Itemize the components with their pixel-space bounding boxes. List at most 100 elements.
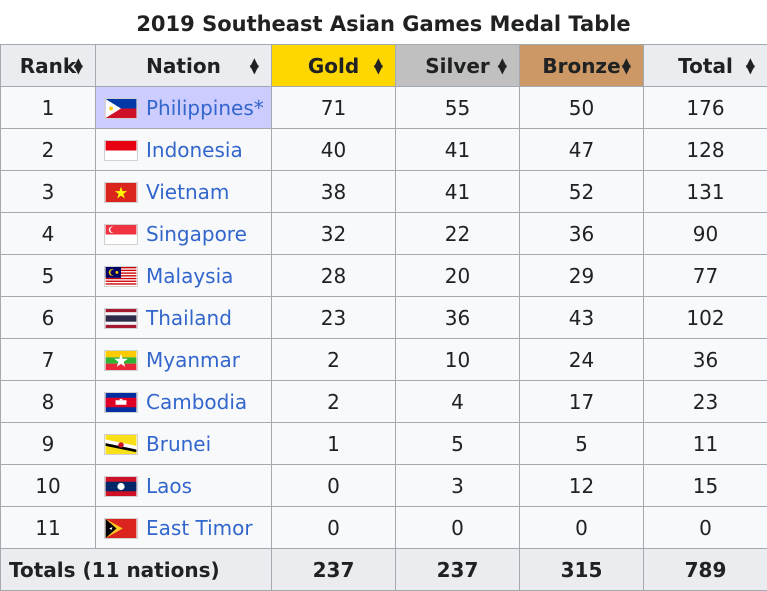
- nation-cell: Brunei: [96, 423, 272, 465]
- sort-icon[interactable]: ▲▼: [746, 59, 755, 73]
- laos-flag-icon[interactable]: [104, 476, 138, 497]
- nation-link[interactable]: East Timor: [146, 516, 253, 540]
- bronze-cell: 12: [520, 465, 644, 507]
- vietnam-flag-icon[interactable]: [104, 182, 138, 203]
- silver-cell: 22: [396, 213, 520, 255]
- bronze-cell: 5: [520, 423, 644, 465]
- gold-cell: 28: [272, 255, 396, 297]
- nation-link[interactable]: Myanmar: [146, 348, 240, 372]
- nation-link[interactable]: Singapore: [146, 222, 247, 246]
- silver-cell: 36: [396, 297, 520, 339]
- total-cell: 131: [644, 171, 767, 213]
- total-cell: 90: [644, 213, 767, 255]
- bronze-cell: 47: [520, 129, 644, 171]
- bronze-cell: 50: [520, 87, 644, 129]
- gold-cell: 2: [272, 381, 396, 423]
- singapore-flag-icon[interactable]: [104, 224, 138, 245]
- gold-cell: 0: [272, 465, 396, 507]
- totals-gold: 237: [272, 549, 396, 591]
- total-cell: 0: [644, 507, 767, 549]
- totals-label: Totals (11 nations): [1, 549, 272, 591]
- bronze-cell: 29: [520, 255, 644, 297]
- rank-cell: 10: [1, 465, 96, 507]
- nation-cell: Indonesia: [96, 129, 272, 171]
- rank-cell: 9: [1, 423, 96, 465]
- nation-cell: Vietnam: [96, 171, 272, 213]
- bronze-cell: 17: [520, 381, 644, 423]
- bronze-cell: 43: [520, 297, 644, 339]
- rank-cell: 7: [1, 339, 96, 381]
- total-cell: 77: [644, 255, 767, 297]
- philippines-flag-icon[interactable]: [104, 98, 138, 119]
- rank-cell: 2: [1, 129, 96, 171]
- totals-silver: 237: [396, 549, 520, 591]
- bronze-cell: 52: [520, 171, 644, 213]
- east-timor-flag-icon[interactable]: [104, 518, 138, 539]
- nation-link[interactable]: Malaysia: [146, 264, 233, 288]
- column-header-label: Nation: [146, 54, 221, 78]
- sort-icon[interactable]: ▲▼: [250, 59, 259, 73]
- totals-total: 789: [644, 549, 767, 591]
- sort-icon[interactable]: ▲▼: [498, 59, 507, 73]
- nation-cell: East Timor: [96, 507, 272, 549]
- rank-cell: 5: [1, 255, 96, 297]
- nation-link[interactable]: Indonesia: [146, 138, 243, 162]
- malaysia-flag-icon[interactable]: [104, 266, 138, 287]
- column-header-total[interactable]: Total ▲▼: [644, 45, 767, 87]
- nation-link[interactable]: Brunei: [146, 432, 211, 456]
- gold-cell: 40: [272, 129, 396, 171]
- nation-cell: Cambodia: [96, 381, 272, 423]
- total-cell: 176: [644, 87, 767, 129]
- total-cell: 102: [644, 297, 767, 339]
- gold-cell: 1: [272, 423, 396, 465]
- rank-cell: 4: [1, 213, 96, 255]
- silver-cell: 0: [396, 507, 520, 549]
- nation-link[interactable]: Philippines*: [146, 96, 264, 120]
- sort-icon[interactable]: ▲▼: [74, 59, 83, 73]
- nation-cell: Singapore: [96, 213, 272, 255]
- silver-cell: 41: [396, 129, 520, 171]
- brunei-flag-icon[interactable]: [104, 434, 138, 455]
- thailand-flag-icon[interactable]: [104, 308, 138, 329]
- total-cell: 128: [644, 129, 767, 171]
- gold-cell: 23: [272, 297, 396, 339]
- indonesia-flag-icon[interactable]: [104, 140, 138, 161]
- nation-link[interactable]: Vietnam: [146, 180, 229, 204]
- column-header-gold[interactable]: Gold▲▼: [272, 45, 396, 87]
- medal-table: Rank▲▼ Nation▲▼ Gold▲▼ Silver▲▼ Bronze▲▼…: [0, 44, 767, 591]
- column-header-bronze[interactable]: Bronze▲▼: [520, 45, 644, 87]
- gold-cell: 32: [272, 213, 396, 255]
- bronze-cell: 0: [520, 507, 644, 549]
- total-cell: 36: [644, 339, 767, 381]
- rank-cell: 1: [1, 87, 96, 129]
- column-header-silver[interactable]: Silver▲▼: [396, 45, 520, 87]
- nation-link[interactable]: Thailand: [146, 306, 232, 330]
- column-header-label: Total: [678, 54, 733, 78]
- column-header-nation[interactable]: Nation ▲▼: [96, 45, 272, 87]
- sort-icon[interactable]: ▲▼: [374, 59, 383, 73]
- nation-cell: Thailand: [96, 297, 272, 339]
- column-header-label: Rank: [20, 54, 76, 78]
- sort-icon[interactable]: ▲▼: [622, 59, 631, 73]
- rank-cell: 8: [1, 381, 96, 423]
- nation-cell: Myanmar: [96, 339, 272, 381]
- table-title: 2019 Southeast Asian Games Medal Table: [0, 0, 767, 44]
- gold-cell: 71: [272, 87, 396, 129]
- column-header-rank[interactable]: Rank▲▼: [1, 45, 96, 87]
- nation-link[interactable]: Laos: [146, 474, 192, 498]
- total-cell: 23: [644, 381, 767, 423]
- nation-cell: Laos: [96, 465, 272, 507]
- cambodia-flag-icon[interactable]: [104, 392, 138, 413]
- nation-link[interactable]: Cambodia: [146, 390, 247, 414]
- silver-cell: 41: [396, 171, 520, 213]
- myanmar-flag-icon[interactable]: [104, 350, 138, 371]
